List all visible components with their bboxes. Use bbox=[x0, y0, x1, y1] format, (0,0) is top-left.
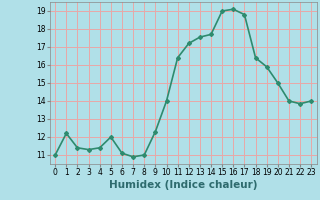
X-axis label: Humidex (Indice chaleur): Humidex (Indice chaleur) bbox=[109, 180, 258, 190]
